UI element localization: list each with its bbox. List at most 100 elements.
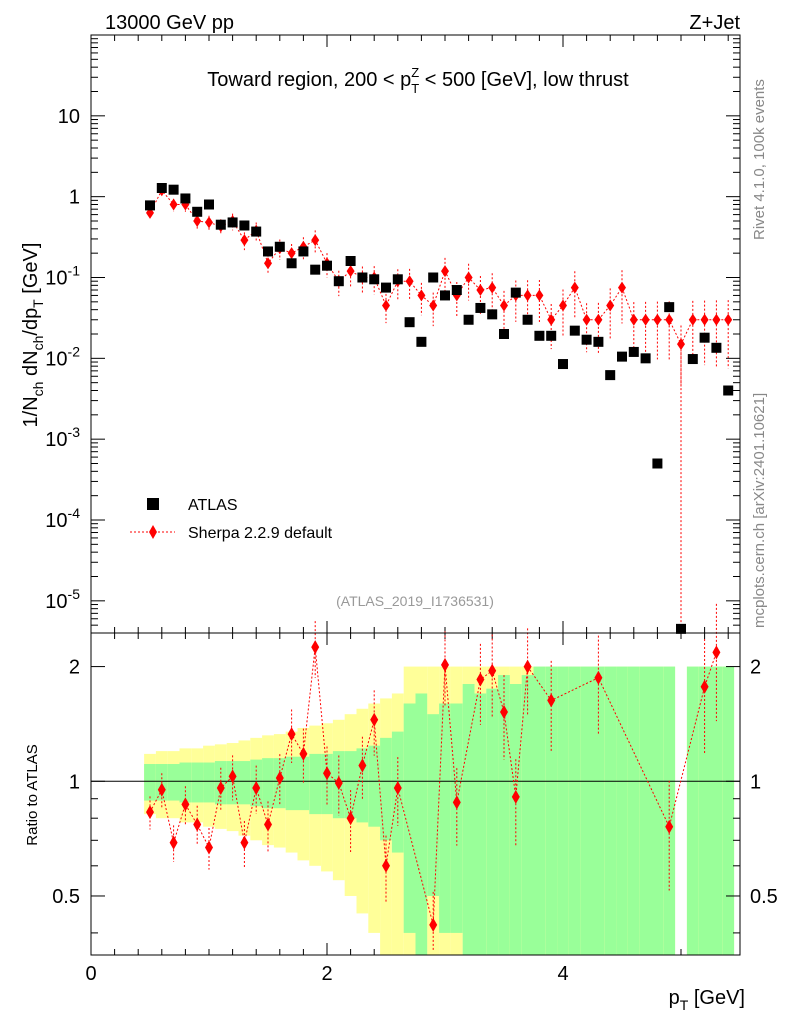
mc-point <box>205 216 213 229</box>
atlas-point <box>310 264 321 275</box>
atlas-point <box>345 256 356 267</box>
ratio-inner-band <box>368 745 381 827</box>
mc-point <box>559 299 567 312</box>
ratio-mc-point <box>334 775 343 790</box>
ratio-inner-band <box>415 693 428 955</box>
atlas-point <box>487 309 498 320</box>
ratio-inner-band <box>663 666 676 955</box>
header-left: 13000 GeV pp <box>105 12 234 34</box>
ratio-mc-point <box>216 781 225 796</box>
atlas-point <box>239 220 250 231</box>
ratio-panel: 0 2 4 0.5 0.5 1 1 2 2 <box>52 603 778 985</box>
atlas-point <box>522 314 533 325</box>
atlas-point <box>263 246 273 257</box>
mc-point <box>169 198 178 211</box>
mc-point <box>629 313 638 326</box>
mc-point <box>193 214 202 227</box>
x-tick-label: 0 <box>85 963 96 985</box>
atlas-point <box>156 183 167 194</box>
y-tick-label: 10-1 <box>45 262 80 289</box>
atlas-point <box>428 272 439 283</box>
plot-title: Toward region, 200 < pZT​ < 500 [GeV], l… <box>207 65 629 96</box>
ratio-inner-band <box>557 666 569 955</box>
atlas-point <box>558 359 568 370</box>
ratio-tick-label-left: 2 <box>69 657 80 679</box>
ratio-inner-band <box>580 666 593 955</box>
ratio-inner-band <box>486 688 499 955</box>
main-frame <box>90 34 741 634</box>
rivet-label: Rivet 4.1.0, 100k events <box>751 79 768 240</box>
atlas-point <box>475 302 486 313</box>
ratio-inner-band <box>686 666 699 955</box>
ratio-mc-point <box>275 771 284 786</box>
ratio-mc-line <box>149 647 717 925</box>
ratio-inner-band <box>297 756 310 811</box>
mc-point <box>700 313 709 326</box>
mc-point <box>417 289 426 302</box>
ratio-mc-point <box>311 640 320 655</box>
ratio-inner-band <box>533 666 546 955</box>
ratio-mc-point <box>488 663 497 678</box>
ratio-mc-point <box>252 781 261 796</box>
ratio-inner-band <box>191 762 204 803</box>
atlas-point <box>628 346 639 357</box>
atlas-point <box>640 353 651 364</box>
ratio-inner-band <box>592 666 605 955</box>
ratio-tick-label-right: 1 <box>750 771 761 793</box>
ratio-inner-band <box>722 666 735 955</box>
ratio-mc-point <box>287 727 296 742</box>
atlas-point <box>664 302 675 313</box>
atlas-point <box>204 199 214 210</box>
atlas-point <box>687 354 698 365</box>
ratio-tick-label-right: 0.5 <box>750 886 778 908</box>
ratio-inner-band <box>604 666 617 955</box>
atlas-point <box>392 274 403 285</box>
ratio-mc-point <box>700 679 709 694</box>
mc-point <box>665 313 674 326</box>
mc-point <box>523 289 532 302</box>
ratio-mc-point <box>429 917 438 932</box>
ratio-inner-band <box>698 666 711 955</box>
ratio-inner-band <box>568 666 581 955</box>
ratio-mc-point <box>712 645 721 660</box>
ratio-mc-point <box>264 817 272 832</box>
atlas-point <box>711 342 722 353</box>
mcplots-label: mcplots.cern.ch [arXiv:2401.10621] <box>751 393 768 628</box>
atlas-point <box>274 241 285 252</box>
ratio-inner-band <box>639 666 652 955</box>
mc-point <box>476 284 485 297</box>
ratio-mc-point <box>205 840 213 855</box>
ratio-inner-band <box>403 703 416 933</box>
ratio-mc-point <box>547 693 556 708</box>
atlas-point <box>286 258 297 269</box>
y-axis-title: 1/Nch​ dNch​/dpT​ [GeV] <box>20 243 46 428</box>
analysis-tag: (ATLAS_2019_I1736531) <box>336 593 494 609</box>
mc-point <box>712 313 721 326</box>
ratio-mc-point <box>240 835 249 850</box>
ratio-inner-band <box>545 666 558 955</box>
y-tick-label: 1 <box>69 187 80 209</box>
mc-point <box>488 281 497 294</box>
atlas-point <box>510 287 521 298</box>
ratio-inner-band <box>179 762 192 803</box>
ratio-mc-point <box>323 766 331 781</box>
ratio-inner-band <box>710 666 723 955</box>
ratio-mc-point <box>594 670 603 685</box>
atlas-point <box>227 217 238 228</box>
atlas-point <box>652 458 663 469</box>
ratio-inner-band <box>285 756 298 811</box>
legend-marker-atlas <box>147 498 159 510</box>
ratio-axis-title: Ratio to ATLAS <box>24 744 41 845</box>
y-tick-label: 10 <box>58 106 80 128</box>
mc-point <box>641 313 650 326</box>
atlas-point <box>581 334 592 345</box>
atlas-point <box>369 274 380 285</box>
mc-point <box>346 265 355 278</box>
mc-point <box>724 313 733 326</box>
ratio-inner-band <box>474 693 487 955</box>
ratio-mc-point <box>511 789 520 804</box>
mc-point <box>287 247 296 260</box>
ratio-inner-band <box>167 764 180 801</box>
ratio-mc-point <box>228 769 237 784</box>
